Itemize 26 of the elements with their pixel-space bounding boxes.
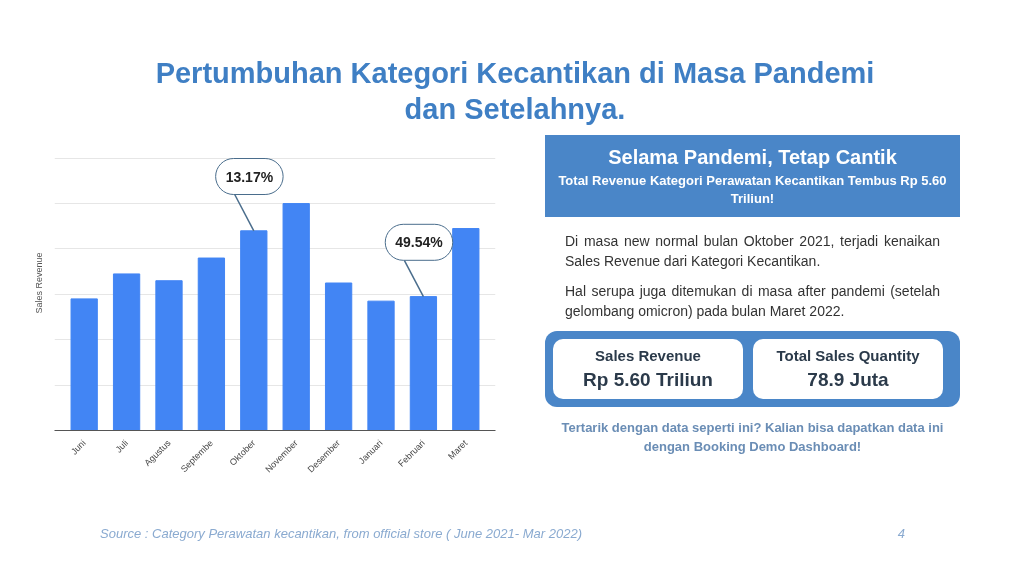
- bar: [112, 273, 141, 431]
- bar: [70, 298, 98, 431]
- bar: [367, 300, 395, 431]
- bar: [240, 230, 268, 431]
- source-note: Source : Category Perawatan kecantikan, from official store ( June 2021- Mar 2022): [100, 525, 582, 543]
- annotation: 13.17%: [225, 168, 274, 185]
- bar: [282, 203, 310, 431]
- text: Selama Pandemi, Tetap Cantik: [607, 145, 898, 170]
- text: Total Sales Quantity: [775, 345, 921, 366]
- text: Hal serupa juga ditemukan di masa after pandemi (setelah gelombang omicron) pada bulan Maret 2022.: [565, 281, 940, 321]
- text: Tertarik dengan data seperti ini? Kalian bisa dapatkan data ini dengan Booking Demo Dashboard!: [560, 419, 945, 456]
- text: Total Revenue Kategori Perawatan Kecantikan Tembus Rp 5.60 Triliun!: [557, 171, 948, 209]
- bar: [324, 282, 353, 431]
- bar: [197, 257, 226, 431]
- annotation: 49.54%: [395, 234, 444, 251]
- text: 4: [897, 525, 905, 543]
- text: Rp 5.60 Triliun: [582, 368, 714, 393]
- bar: [155, 280, 183, 431]
- bar: [452, 228, 480, 431]
- text: Di masa new normal bulan Oktober 2021, terjadi kenaikan Sales Revenue dari Kategori Kecantikan.: [565, 231, 940, 271]
- y-axis-title: Sales Revenue: [33, 252, 44, 314]
- bar: [409, 296, 438, 431]
- text: 78.9 Juta: [806, 368, 890, 393]
- chart-title: Pertumbuhan Kategori Kecantikan di Masa Pandemi dan Setelahnya.: [154, 56, 876, 128]
- x-tick-label: Juli: [113, 437, 131, 455]
- text: Sales Revenue: [594, 345, 702, 366]
